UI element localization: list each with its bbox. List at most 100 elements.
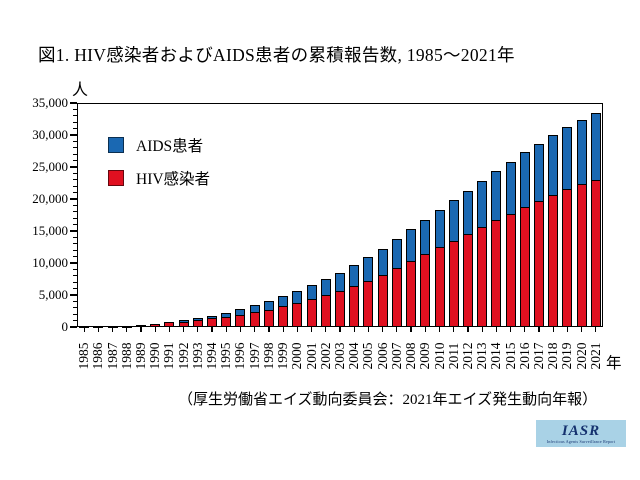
x-tick bbox=[268, 327, 270, 332]
bar-1995 bbox=[221, 312, 232, 327]
x-tick bbox=[197, 327, 199, 332]
y-major-tick bbox=[70, 326, 77, 328]
bar-2016 bbox=[519, 152, 530, 327]
legend-item-aids: AIDS患者 bbox=[108, 136, 210, 155]
bar-2020 bbox=[576, 120, 587, 327]
x-tick bbox=[126, 327, 128, 332]
x-tick bbox=[254, 327, 256, 332]
bar-segment-aids bbox=[577, 121, 586, 186]
y-minor-tick bbox=[73, 275, 77, 277]
bar-segment-aids bbox=[250, 306, 259, 314]
bar-segment-aids bbox=[193, 319, 202, 322]
bar-1996 bbox=[235, 309, 246, 327]
y-minor-tick bbox=[73, 288, 77, 290]
y-minor-tick bbox=[73, 140, 77, 142]
bar-1997 bbox=[249, 305, 260, 327]
bar-1988 bbox=[121, 325, 132, 328]
y-minor-tick bbox=[73, 256, 77, 258]
bar-segment-aids bbox=[279, 296, 288, 308]
legend: AIDS患者 HIV感染者 bbox=[108, 136, 210, 202]
bar-segment-aids bbox=[222, 313, 231, 318]
bar-segment-aids bbox=[563, 128, 572, 191]
y-minor-tick bbox=[73, 128, 77, 130]
y-major-tick bbox=[70, 102, 77, 104]
x-tick bbox=[524, 327, 526, 332]
y-minor-tick bbox=[73, 300, 77, 302]
bar-2003 bbox=[335, 272, 345, 327]
bar-segment-aids bbox=[535, 144, 544, 202]
x-tick bbox=[581, 327, 583, 332]
x-tick bbox=[453, 327, 455, 332]
y-minor-tick bbox=[73, 172, 77, 174]
y-major-tick bbox=[70, 134, 77, 136]
x-tick bbox=[111, 327, 114, 332]
x-tick bbox=[438, 327, 441, 332]
bar-segment-aids bbox=[549, 136, 558, 196]
bar-segment-aids bbox=[463, 191, 472, 236]
bar-segment-aids bbox=[392, 240, 401, 269]
bar-segment-aids bbox=[236, 310, 245, 316]
bar-segment-aids bbox=[364, 258, 373, 282]
y-minor-tick bbox=[73, 224, 77, 226]
bar-2009 bbox=[420, 219, 431, 327]
bar-1989 bbox=[135, 324, 146, 327]
bar-segment-aids bbox=[421, 220, 430, 256]
x-tick bbox=[353, 327, 355, 332]
x-tick bbox=[97, 327, 99, 332]
y-minor-tick bbox=[73, 281, 77, 283]
legend-swatch-aids bbox=[108, 136, 124, 153]
legend-label-aids: AIDS患者 bbox=[136, 137, 204, 155]
legend-item-hiv: HIV感染者 bbox=[108, 169, 210, 188]
bar-2001 bbox=[306, 284, 317, 327]
x-tick bbox=[296, 327, 298, 332]
y-minor-tick bbox=[73, 236, 77, 238]
bar-1990 bbox=[150, 323, 161, 327]
bar-2007 bbox=[391, 239, 402, 327]
iasr-logo-subtext: Infectious Agents Surveillance Report bbox=[546, 438, 616, 444]
y-minor-tick bbox=[73, 192, 77, 194]
bar-segment-aids bbox=[407, 230, 416, 262]
bar-segment-aids bbox=[478, 181, 487, 229]
bar-segment-aids bbox=[378, 249, 387, 276]
bar-1994 bbox=[207, 315, 218, 327]
y-minor-tick bbox=[73, 204, 77, 206]
bar-segment-aids bbox=[520, 153, 529, 209]
bar-2002 bbox=[320, 278, 331, 327]
bar-2008 bbox=[406, 229, 417, 327]
y-minor-tick bbox=[73, 115, 77, 117]
bar-segment-aids bbox=[449, 201, 458, 242]
x-tick bbox=[382, 327, 384, 332]
bar-segment-aids bbox=[336, 273, 344, 293]
y-major-tick bbox=[70, 166, 77, 168]
x-tick bbox=[225, 327, 227, 332]
bar-segment-aids bbox=[293, 291, 302, 305]
y-minor-tick bbox=[73, 179, 77, 181]
bar-2018 bbox=[548, 135, 559, 327]
x-tick bbox=[168, 327, 170, 332]
bar-segment-aids bbox=[435, 210, 444, 249]
x-tick bbox=[552, 327, 554, 332]
bar-2010 bbox=[434, 209, 445, 327]
x-tick bbox=[509, 327, 512, 332]
bar-segment-aids bbox=[264, 302, 273, 311]
bar-1986 bbox=[93, 325, 104, 328]
bar-1999 bbox=[278, 295, 289, 327]
y-minor-tick bbox=[73, 320, 77, 322]
y-major-tick bbox=[70, 198, 77, 200]
bar-1991 bbox=[164, 322, 175, 327]
x-tick bbox=[538, 327, 540, 332]
bar-1987 bbox=[107, 325, 118, 328]
x-tick bbox=[367, 327, 370, 332]
y-tick-label: 30,000 bbox=[32, 127, 68, 142]
y-major-tick bbox=[70, 262, 77, 264]
x-tick bbox=[467, 327, 469, 332]
x-tick bbox=[495, 327, 497, 332]
bar-2013 bbox=[477, 180, 488, 327]
x-tick bbox=[83, 327, 85, 332]
y-minor-tick bbox=[73, 307, 77, 309]
x-tick bbox=[595, 327, 597, 332]
y-minor-tick bbox=[73, 121, 77, 123]
y-minor-tick bbox=[73, 160, 77, 162]
bar-2019 bbox=[562, 127, 573, 327]
bar-segment-aids bbox=[350, 266, 359, 288]
